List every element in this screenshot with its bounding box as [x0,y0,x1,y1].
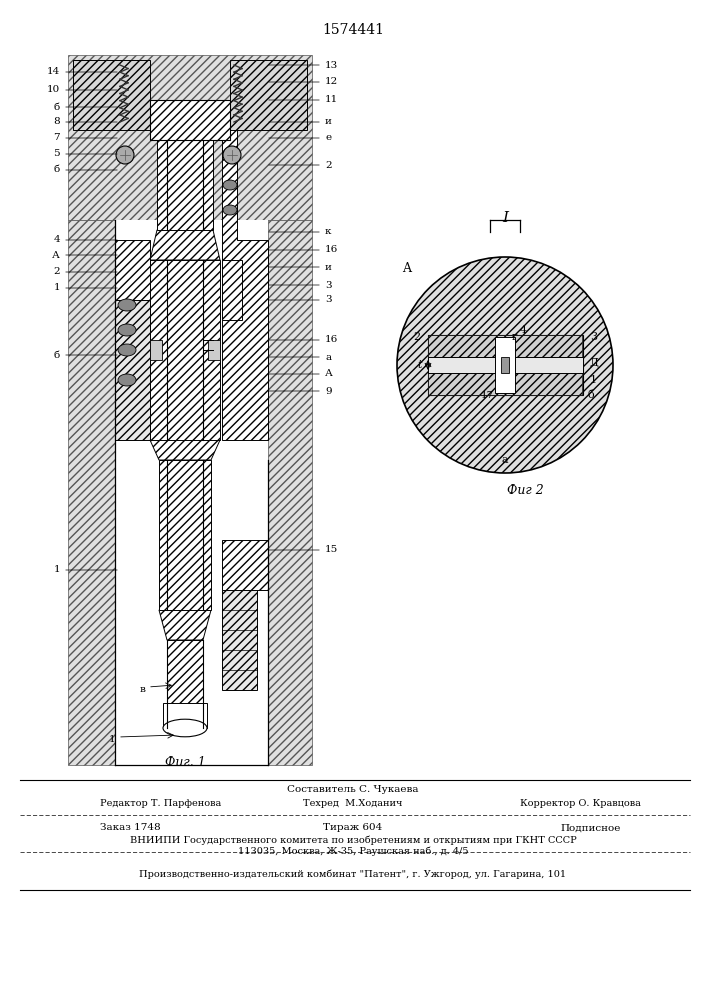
Polygon shape [222,260,242,320]
Bar [495,337,515,393]
Bar [428,335,583,395]
Text: Фиг. 1: Фиг. 1 [165,756,205,770]
Text: ВНИИПИ Государственного комитета по изобретениям и открытиям при ГКНТ СССР: ВНИИПИ Государственного комитета по изоб… [129,835,576,845]
Text: 1: 1 [590,375,597,385]
Text: и: и [325,117,332,126]
Text: 16: 16 [325,245,338,254]
Text: Д: Д [590,357,599,367]
Text: 1: 1 [53,284,60,292]
Text: б: б [54,165,60,174]
Text: Фиг 2: Фиг 2 [507,485,544,497]
Text: 3: 3 [590,332,597,342]
Circle shape [116,146,134,164]
Text: и: и [325,262,332,271]
Text: Техред  М.Ходанич: Техред М.Ходанич [303,798,403,808]
Circle shape [397,257,613,473]
Text: 4: 4 [520,325,527,335]
Bar [150,340,162,360]
Text: к: к [325,228,332,236]
Text: I: I [502,211,508,225]
Polygon shape [68,55,312,220]
Polygon shape [222,540,268,590]
Text: Заказ 1748: Заказ 1748 [100,824,160,832]
Polygon shape [150,440,220,460]
Bar [159,460,211,610]
Text: Тираж 604: Тираж 604 [323,824,382,832]
Text: 13: 13 [325,60,338,70]
Ellipse shape [118,299,136,311]
Text: 2: 2 [413,332,420,342]
Text: б: б [54,351,60,360]
Ellipse shape [118,374,136,386]
Text: 17: 17 [480,390,493,399]
Text: 10: 10 [47,86,60,95]
Bar [150,260,220,440]
Polygon shape [159,610,211,640]
Bar [167,640,203,728]
Ellipse shape [223,205,237,215]
Polygon shape [428,373,582,395]
Text: 9: 9 [325,386,332,395]
Text: А: А [325,369,333,378]
Polygon shape [115,240,150,300]
Text: А: А [52,250,60,259]
Bar [501,357,509,373]
Text: б: б [54,103,60,111]
Text: а: а [502,455,508,465]
Polygon shape [150,230,220,260]
Text: 11: 11 [325,96,338,104]
Text: t: t [418,360,422,370]
Bar [428,357,583,373]
Text: 3: 3 [325,296,332,304]
Polygon shape [230,60,307,130]
Text: Редактор Т. Парфенова: Редактор Т. Парфенова [100,798,221,808]
Text: 2: 2 [53,267,60,276]
Polygon shape [428,335,582,357]
Text: 12: 12 [325,78,338,87]
Text: б: б [588,390,595,400]
Text: а: а [325,353,331,361]
Text: Составитель С. Чукаева: Составитель С. Чукаева [287,786,419,794]
Text: 3: 3 [325,280,332,290]
Text: 1: 1 [53,566,60,574]
Text: 4: 4 [53,235,60,244]
Polygon shape [163,703,207,728]
Text: Подписное: Подписное [560,824,620,832]
Text: Корректор О. Кравцова: Корректор О. Кравцова [520,798,641,808]
Text: г: г [512,332,518,342]
Text: 16: 16 [325,336,338,344]
Text: 8: 8 [53,117,60,126]
Bar [208,340,220,360]
Polygon shape [68,220,115,765]
Ellipse shape [163,719,207,737]
Text: 2: 2 [325,160,332,169]
Text: 15: 15 [325,546,338,554]
Bar [157,140,213,230]
Text: в: в [139,686,145,694]
Ellipse shape [118,344,136,356]
Text: 1: 1 [108,736,115,744]
Ellipse shape [223,180,237,190]
Circle shape [223,146,241,164]
Bar [150,100,230,140]
Text: Производственно-издательский комбинат "Патент", г. Ужгород, ул. Гагарина, 101: Производственно-издательский комбинат "П… [139,869,566,879]
Polygon shape [115,300,150,440]
Text: 14: 14 [47,68,60,77]
Polygon shape [222,130,268,440]
Text: A: A [402,262,411,275]
Polygon shape [222,590,257,690]
Text: 7: 7 [53,133,60,142]
Bar [115,220,268,765]
Polygon shape [268,220,312,765]
Ellipse shape [118,324,136,336]
Text: 1574441: 1574441 [322,23,384,37]
Polygon shape [73,60,150,130]
Text: е: е [325,133,331,142]
Text: 5: 5 [53,149,60,158]
Text: 113035, Москва, Ж-35, Раушская наб., д. 4/5: 113035, Москва, Ж-35, Раушская наб., д. … [238,846,468,856]
